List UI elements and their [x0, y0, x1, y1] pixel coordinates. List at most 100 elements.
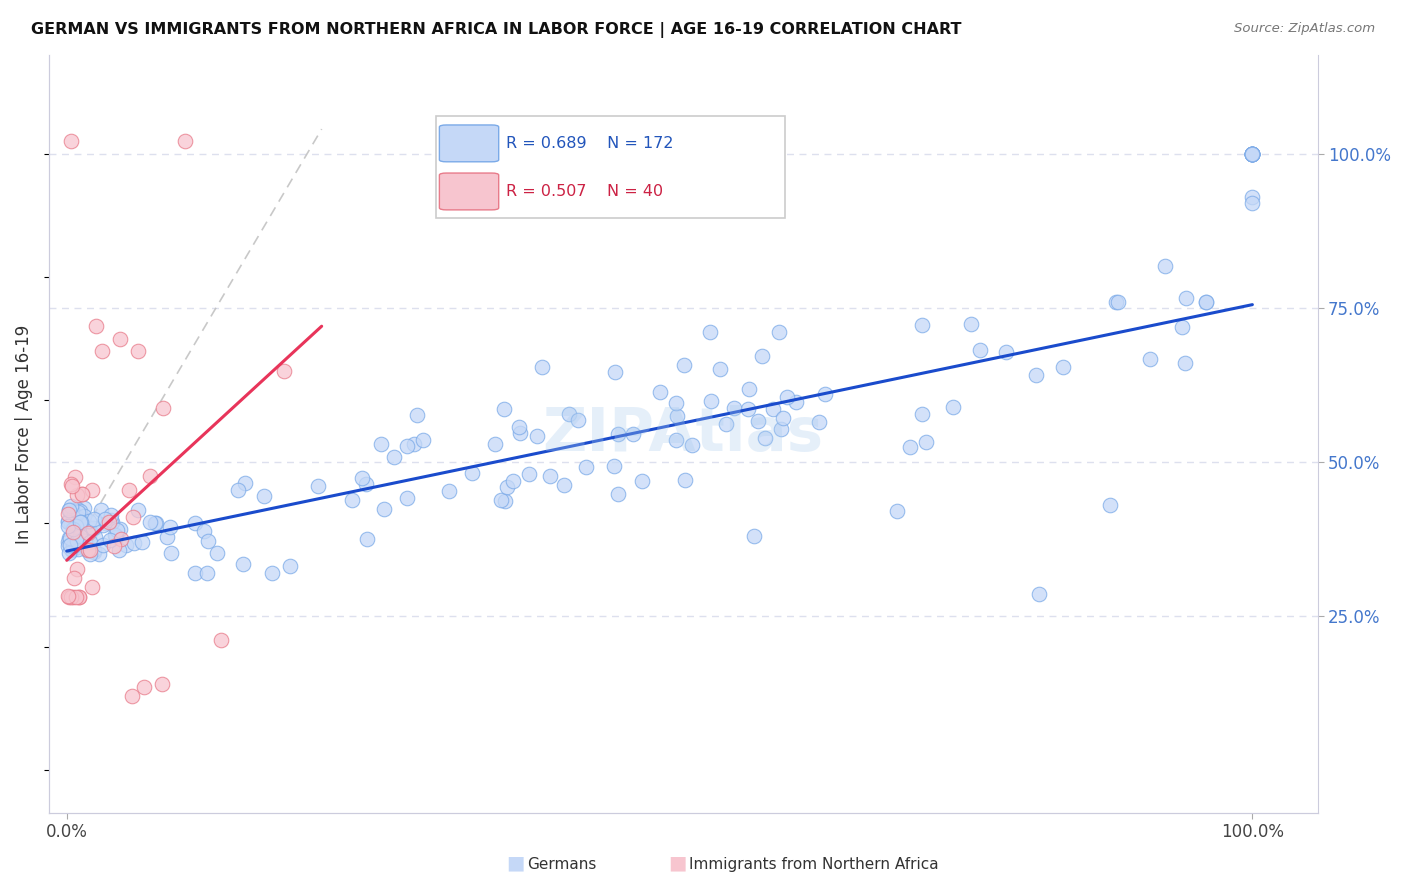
Point	[70, 487, 93, 501]
Point	[1241, 146, 1264, 161]
Text: ■: ■	[668, 854, 686, 872]
Point	[79, 543, 101, 558]
Point	[65, 517, 87, 532]
Point	[603, 365, 626, 379]
Point	[737, 402, 759, 417]
Point	[461, 466, 484, 480]
Point	[751, 349, 773, 363]
Text: ZIPAtlas: ZIPAtlas	[543, 404, 824, 464]
Point	[747, 414, 769, 428]
Point	[73, 534, 96, 549]
Point	[104, 530, 127, 544]
Point	[621, 427, 644, 442]
Point	[94, 511, 117, 525]
Point	[58, 502, 80, 516]
Point	[942, 401, 965, 415]
Point	[205, 546, 228, 560]
Point	[90, 503, 112, 517]
Point	[373, 501, 395, 516]
Point	[700, 393, 723, 408]
Point	[122, 510, 145, 524]
Y-axis label: In Labor Force | Age 16-19: In Labor Force | Age 16-19	[15, 325, 32, 543]
Point	[1241, 146, 1264, 161]
Point	[73, 508, 96, 523]
Point	[768, 325, 790, 339]
Point	[342, 492, 364, 507]
Point	[79, 547, 101, 561]
Point	[104, 528, 127, 542]
Point	[484, 436, 506, 450]
Point	[253, 489, 276, 503]
Point	[100, 508, 122, 522]
Point	[699, 326, 721, 340]
Point	[63, 536, 86, 550]
Point	[665, 433, 688, 447]
Point	[83, 542, 105, 557]
Point	[65, 591, 87, 605]
Point	[58, 531, 80, 545]
Point	[63, 470, 86, 484]
Point	[1241, 146, 1264, 161]
Point	[60, 499, 83, 513]
Point	[60, 542, 83, 557]
Point	[86, 319, 108, 334]
Point	[273, 364, 295, 378]
Point	[60, 541, 83, 556]
Point	[509, 426, 531, 441]
Point	[69, 516, 91, 530]
Point	[350, 471, 373, 485]
Point	[1241, 146, 1264, 161]
Point	[94, 516, 117, 530]
Point	[91, 537, 114, 551]
Point	[496, 480, 519, 494]
Point	[110, 533, 132, 547]
Point	[66, 513, 89, 527]
Point	[115, 538, 138, 552]
Point	[82, 521, 104, 535]
Point	[103, 539, 125, 553]
Point	[370, 437, 392, 451]
Point	[80, 483, 103, 497]
Point	[69, 529, 91, 543]
Text: ■: ■	[506, 854, 524, 872]
Point	[1195, 295, 1218, 310]
Point	[138, 468, 160, 483]
Point	[517, 467, 540, 482]
Point	[108, 522, 131, 536]
Point	[83, 512, 105, 526]
Point	[59, 538, 82, 552]
Point	[530, 359, 553, 374]
Point	[1028, 587, 1050, 601]
Point	[56, 515, 79, 529]
Point	[412, 434, 434, 448]
Point	[77, 528, 100, 542]
Point	[1241, 196, 1264, 211]
Point	[808, 416, 831, 430]
Point	[994, 345, 1017, 359]
Point	[69, 504, 91, 518]
Point	[97, 515, 120, 529]
Point	[108, 542, 131, 557]
Point	[405, 408, 427, 422]
Point	[101, 515, 124, 529]
Point	[77, 515, 100, 529]
Point	[575, 460, 598, 475]
Point	[1241, 146, 1264, 161]
Point	[915, 434, 938, 449]
Point	[77, 520, 100, 534]
Point	[62, 539, 84, 553]
Point	[1241, 146, 1264, 161]
Point	[673, 473, 696, 487]
Point	[87, 547, 110, 561]
Point	[59, 476, 82, 491]
Point	[67, 505, 90, 519]
Point	[538, 468, 561, 483]
Point	[631, 475, 654, 489]
Point	[960, 317, 983, 331]
Point	[911, 318, 934, 333]
Point	[91, 518, 114, 533]
Point	[60, 478, 83, 492]
Point	[65, 534, 87, 549]
Point	[1241, 190, 1264, 204]
Point	[911, 407, 934, 421]
